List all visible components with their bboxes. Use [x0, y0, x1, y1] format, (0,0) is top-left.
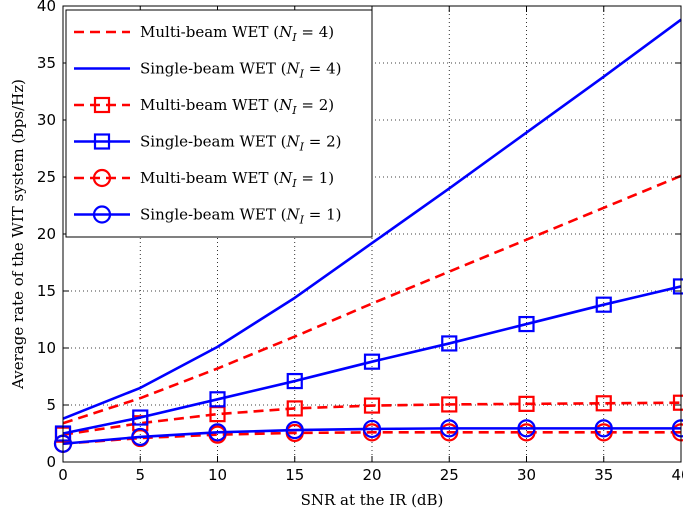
legend-entry: Multi-beam WET (NI = 2)	[74, 96, 334, 117]
legend-entry: Multi-beam WET (NI = 1)	[74, 168, 334, 190]
y-tick-label: 40	[37, 0, 56, 15]
x-tick-label: 20	[362, 466, 381, 484]
x-axis-label: SNR at the IR (dB)	[301, 491, 444, 509]
legend-marker	[92, 168, 112, 188]
x-tick-label: 30	[517, 466, 536, 484]
y-tick-label: 15	[37, 282, 56, 300]
series-line	[62, 285, 682, 435]
legend-box	[65, 9, 373, 238]
series-line	[62, 401, 682, 436]
y-tick-label: 30	[37, 111, 56, 129]
data-point	[286, 400, 303, 417]
data-point	[595, 395, 612, 412]
series-2	[54, 394, 683, 443]
x-tick-label: 10	[208, 466, 227, 484]
series-line	[62, 431, 681, 446]
series-3	[54, 278, 683, 442]
data-point	[285, 420, 304, 440]
data-point	[132, 409, 149, 426]
data-point	[209, 391, 226, 408]
legend-label: Multi-beam WET (NI = 2)	[140, 96, 334, 117]
legend-entry: Single-beam WET (NI = 4)	[74, 60, 341, 81]
y-tick-label: 5	[46, 396, 56, 414]
legend-label: Single-beam WET (NI = 1)	[140, 206, 341, 227]
data-point	[441, 335, 458, 352]
x-tick-label: 35	[594, 466, 613, 484]
data-point	[363, 397, 381, 414]
legend-entry: Single-beam WET (NI = 1)	[74, 205, 341, 227]
data-point	[518, 395, 535, 412]
legend-label: Single-beam WET (NI = 4)	[140, 60, 341, 81]
x-tick-label: 15	[285, 466, 304, 484]
legend-marker	[93, 133, 111, 150]
data-point	[517, 419, 536, 438]
x-tick-label: 0	[58, 466, 68, 484]
y-tick-label: 25	[37, 168, 56, 186]
legend-entry: Single-beam WET (NI = 2)	[74, 133, 341, 154]
legend-label: Multi-beam WET (NI = 1)	[140, 169, 334, 190]
x-tick-label: 40	[671, 466, 683, 484]
data-point	[208, 423, 227, 442]
y-tick-label: 35	[37, 54, 56, 72]
y-tick-label: 0	[46, 453, 56, 471]
axis-ticks: 0 5 10 15 20 25 30 35 40 0 5 10 15 20 25 30 35 40	[37, 0, 683, 484]
data-point	[362, 419, 382, 439]
data-point	[440, 419, 459, 438]
data-point	[518, 315, 535, 333]
data-point	[594, 419, 613, 438]
series-line	[62, 427, 681, 446]
y-tick-label: 10	[37, 339, 56, 357]
data-point	[286, 372, 303, 390]
legend: Multi-beam WET (NI = 4) Single-beam WET (…	[65, 9, 373, 238]
x-tick-label: 5	[135, 466, 145, 484]
data-point	[441, 396, 458, 413]
data-point	[363, 353, 381, 370]
data-point	[595, 296, 612, 313]
y-tick-label: 20	[37, 225, 56, 243]
legend-label: Multi-beam WET (NI = 4)	[140, 23, 334, 44]
legend-marker	[92, 205, 112, 224]
legend-entry: Multi-beam WET (NI = 4)	[74, 23, 334, 44]
legend-marker	[93, 96, 111, 114]
data-point	[131, 427, 150, 447]
series-1	[62, 18, 682, 420]
x-tick-label: 25	[440, 466, 459, 484]
legend-label: Single-beam WET (NI = 2)	[140, 133, 341, 154]
y-axis-label: Average rate of the WIT system (bps/Hz)	[9, 79, 27, 390]
series-line	[62, 18, 682, 420]
